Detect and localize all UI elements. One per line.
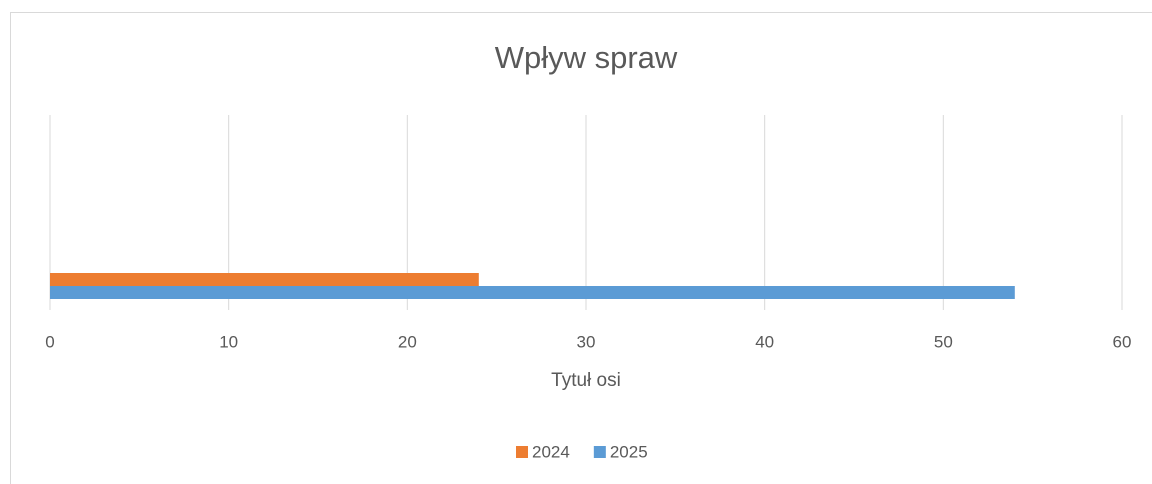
chart-title: Wpływ spraw bbox=[495, 40, 678, 75]
bar bbox=[50, 273, 479, 286]
x-tick-label: 30 bbox=[577, 332, 596, 351]
chart-border bbox=[10, 12, 1152, 484]
x-tick-label: 50 bbox=[934, 332, 953, 351]
x-tick-label: 0 bbox=[45, 332, 54, 351]
legend-label: 2025 bbox=[610, 442, 648, 461]
legend-swatch bbox=[593, 446, 606, 458]
x-tick-label: 10 bbox=[219, 332, 238, 351]
x-tick-label: 60 bbox=[1113, 332, 1132, 351]
legend-swatch bbox=[516, 446, 528, 458]
x-axis-title: Tytuł osi bbox=[551, 370, 621, 391]
x-tick-label: 20 bbox=[398, 332, 417, 351]
x-tick-label: 40 bbox=[755, 332, 774, 351]
legend-label: 2024 bbox=[532, 442, 570, 461]
bar bbox=[50, 286, 1015, 299]
